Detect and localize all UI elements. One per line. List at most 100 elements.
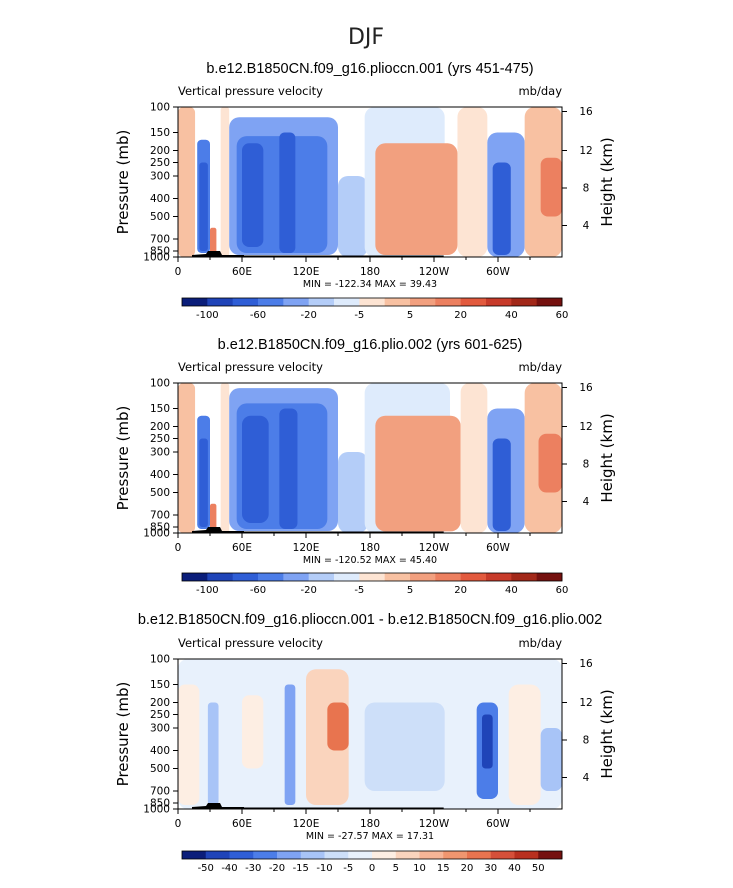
colorbar-swatch (232, 298, 259, 306)
panel-3: b.e12.B1850CN.f09_g16.plioccn.001 - b.e1… (114, 612, 616, 874)
contour-region-9 (338, 452, 368, 533)
y2-axis-title: Height (km) (598, 413, 616, 502)
colorbar-swatch (277, 851, 302, 859)
contour-region-7 (242, 415, 269, 523)
colorbar-swatch (283, 298, 310, 306)
topography-strip (244, 531, 444, 533)
y-tick-label: 200 (150, 697, 170, 709)
topography-strip (244, 255, 444, 257)
contour-region-0 (178, 383, 196, 533)
colorbar-label: -100 (196, 310, 219, 321)
y-tick-label: 250 (150, 157, 170, 169)
x-tick-label: 60E (232, 266, 252, 278)
colorbar-swatch (182, 298, 208, 306)
y-tick-label: 300 (150, 447, 170, 459)
colorbar-label: 30 (484, 863, 497, 874)
colorbar-frame (181, 572, 563, 582)
panel-title: b.e12.B1850CN.f09_g16.plioccn.001 - b.e1… (138, 612, 602, 628)
y2-tick-label: 8 (583, 459, 590, 471)
contour-region-12 (460, 383, 488, 533)
units-label: mb/day (518, 636, 562, 650)
y-tick-label: 100 (150, 378, 170, 390)
colorbar-label: -20 (269, 863, 285, 874)
colorbar: -100 -60 -20 -5 5 20 40 60 (181, 297, 568, 321)
colorbar-swatch (308, 298, 335, 306)
y-axis-title: Pressure (mb) (114, 406, 132, 511)
contour-region-11 (375, 143, 458, 255)
y-tick-label: 150 (150, 679, 170, 691)
colorbar-frame (181, 297, 563, 307)
contour-region-9 (338, 176, 368, 257)
colorbar-label: 60 (556, 585, 569, 596)
x-tick-label: 0 (175, 542, 182, 554)
colorbar-swatch (253, 851, 278, 859)
colorbar-swatch (395, 851, 420, 859)
x-tick-label: 60W (486, 266, 510, 278)
y-tick-label: 500 (150, 211, 170, 223)
colorbar-label: 50 (532, 863, 545, 874)
y-tick-label: 500 (150, 487, 170, 499)
y-tick-label: 850 (150, 798, 170, 810)
contour-region-7 (242, 143, 264, 247)
colorbar-swatch (308, 573, 335, 581)
colorbar-swatch (229, 851, 254, 859)
colorbar-label: 10 (413, 863, 426, 874)
min-max-stats: MIN = -27.57 MAX = 17.31 (306, 831, 434, 842)
y-tick-label: 150 (150, 127, 170, 139)
y2-axis-title: Height (km) (598, 689, 616, 778)
contour-region-3 (210, 503, 217, 533)
variable-label: Vertical pressure velocity (178, 84, 323, 98)
contour-region-14 (492, 162, 511, 255)
colorbar-swatch (182, 851, 207, 859)
colorbar-swatch (511, 573, 538, 581)
panel-title: b.e12.B1850CN.f09_g16.plioccn.001 (yrs 4… (206, 61, 533, 77)
x-tick-label: 120E (293, 266, 320, 278)
contour-region-8 (279, 408, 298, 529)
colorbar-swatch (334, 573, 360, 581)
y-tick-label: 700 (150, 510, 170, 522)
colorbar-swatch (410, 298, 436, 306)
contour-region-11 (540, 728, 562, 791)
colorbar-swatch (359, 298, 386, 306)
colorbar-label: 0 (369, 863, 375, 874)
y2-tick-label: 4 (583, 496, 590, 508)
colorbar-swatch (467, 851, 492, 859)
y2-tick-label: 8 (583, 183, 590, 195)
colorbar-label: 15 (437, 863, 450, 874)
contour-field (178, 107, 562, 257)
colorbar-label: -20 (300, 310, 316, 321)
colorbar-label: 40 (505, 310, 518, 321)
y-tick-label: 400 (150, 469, 170, 481)
colorbar-swatch (324, 851, 349, 859)
y-axis-title: Pressure (mb) (114, 682, 132, 787)
x-tick-label: 120E (293, 818, 320, 830)
colorbar-swatch (435, 298, 462, 306)
y-tick-label: 300 (150, 171, 170, 183)
colorbar-swatch (460, 573, 487, 581)
y-tick-label: 200 (150, 421, 170, 433)
x-tick-label: 120W (419, 542, 450, 554)
colorbar-label: 20 (454, 310, 467, 321)
contour-region-8 (279, 132, 296, 253)
colorbar-swatch (419, 851, 444, 859)
units-label: mb/day (518, 84, 562, 98)
y2-tick-label: 4 (583, 220, 590, 232)
x-tick-label: 60W (486, 818, 510, 830)
variable-label: Vertical pressure velocity (178, 360, 323, 374)
contour-region-16 (538, 433, 562, 493)
colorbar-swatch (182, 573, 208, 581)
contour-region-2 (199, 162, 208, 251)
contour-region-16 (540, 157, 562, 217)
y2-tick-label: 16 (579, 106, 593, 118)
y-tick-label: 1000 (143, 528, 170, 540)
contour-region-2 (207, 702, 219, 805)
colorbar-label: -40 (221, 863, 237, 874)
colorbar-label: 40 (508, 863, 521, 874)
colorbar-label: -5 (354, 585, 364, 596)
colorbar-swatch (443, 851, 468, 859)
x-tick-label: 60E (232, 542, 252, 554)
colorbar-swatch (410, 573, 436, 581)
units-label: mb/day (518, 360, 562, 374)
colorbar-swatch (460, 298, 487, 306)
topography (192, 251, 244, 257)
